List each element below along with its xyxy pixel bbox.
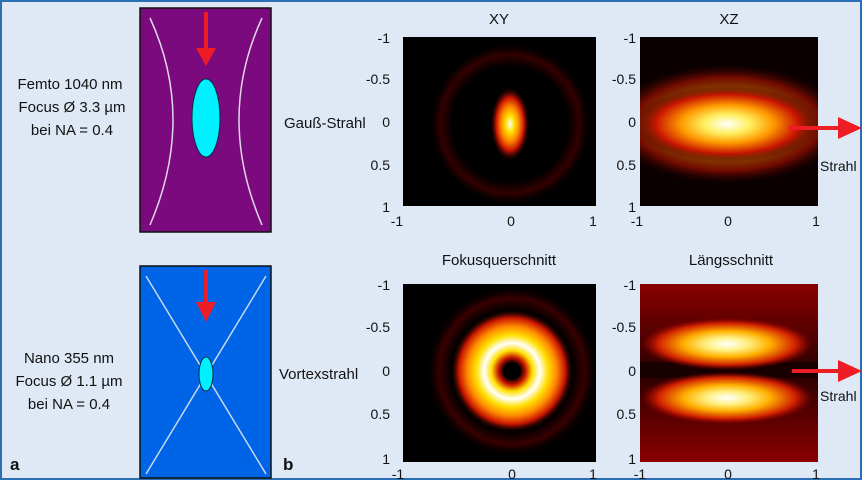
- heatmap-xz: [640, 37, 818, 206]
- heatmap-ring-donut: [450, 309, 574, 433]
- xy-x-tick-3: 1: [589, 213, 597, 229]
- xy-y-tick-2: -0.5: [366, 71, 390, 87]
- panel-label-a: a: [10, 455, 20, 474]
- gauss-beam-envelope-left: [149, 17, 174, 226]
- axis-ring-y: -1 -0.5 0 0.5 1: [366, 277, 390, 467]
- heatmap-xz-spot: [640, 86, 818, 162]
- axis-xz-x: -1 0 1: [631, 213, 820, 229]
- ring-y-tick-4: 0.5: [371, 406, 391, 422]
- title-laengsschnitt: Längsschnitt: [689, 252, 774, 269]
- heatmap-ring: [403, 284, 596, 462]
- gauss-focus-spot: [191, 78, 221, 158]
- panel-label-b: b: [283, 455, 293, 474]
- long-y-tick-5: 1: [628, 451, 636, 467]
- beam-label-vortex: Vortexstrahl: [279, 366, 358, 383]
- title-fokusquerschnitt: Fokusquerschnitt: [442, 252, 557, 269]
- xz-x-tick-1: -1: [631, 213, 644, 229]
- long-y-tick-4: 0.5: [617, 406, 637, 422]
- long-y-tick-1: -1: [624, 277, 637, 293]
- heatmap-longitudinal-lobe-upper: [641, 318, 813, 370]
- xy-y-tick-4: 0.5: [371, 157, 391, 173]
- long-x-tick-2: 0: [724, 466, 732, 480]
- heatmap-longitudinal-lobe-lower: [641, 372, 813, 424]
- xz-y-tick-1: -1: [624, 30, 637, 46]
- axis-long-y: -1 -0.5 0 0.5 1: [612, 277, 636, 467]
- axis-xy-x: -1 0 1: [391, 213, 597, 229]
- title-xz: XZ: [719, 11, 738, 28]
- xy-y-tick-5: 1: [382, 199, 390, 215]
- gauss-schematic: [139, 7, 272, 233]
- femto-line-3: bei NA = 0.4: [31, 122, 113, 139]
- nano-line-1: Nano 355 nm: [24, 350, 114, 367]
- ring-x-tick-3: 1: [589, 466, 597, 480]
- ring-y-tick-5: 1: [382, 451, 390, 467]
- long-y-tick-3: 0: [628, 363, 636, 379]
- axis-ring-x: -1 0 1: [392, 466, 597, 480]
- xz-x-tick-3: 1: [812, 213, 820, 229]
- xz-y-tick-4: 0.5: [617, 157, 637, 173]
- axis-xy-y: -1 -0.5 0 0.5 1: [366, 30, 390, 215]
- ring-y-tick-1: -1: [378, 277, 391, 293]
- xy-y-tick-1: -1: [378, 30, 391, 46]
- xy-y-tick-3: 0: [382, 114, 390, 130]
- femto-line-2: Focus Ø 3.3 µm: [18, 99, 125, 116]
- beam-label-gauss: Gauß-Strahl: [284, 115, 366, 132]
- heatmap-xy: [403, 37, 596, 206]
- xz-y-tick-2: -0.5: [612, 71, 636, 87]
- femto-line-1: Femto 1040 nm: [17, 76, 122, 93]
- title-xy: XY: [489, 11, 509, 28]
- gauss-beam-envelope-right: [238, 17, 263, 226]
- vortex-arrow-head: [196, 302, 216, 322]
- xz-x-tick-2: 0: [724, 213, 732, 229]
- beam-direction-arrow-bottom-head: [838, 360, 862, 382]
- long-x-tick-1: -1: [634, 466, 647, 480]
- beam-direction-arrow-bottom: [792, 360, 862, 382]
- xy-x-tick-2: 0: [507, 213, 515, 229]
- vortex-schematic: [139, 265, 272, 479]
- side-label-top: Strahl: [820, 158, 857, 174]
- long-x-tick-3: 1: [812, 466, 820, 480]
- xz-y-tick-5: 1: [628, 199, 636, 215]
- gauss-arrow-head: [196, 48, 216, 66]
- long-y-tick-2: -0.5: [612, 319, 636, 335]
- beam-direction-arrow-top-head: [838, 117, 862, 139]
- heatmap-longitudinal: [640, 284, 818, 462]
- xz-y-tick-3: 0: [628, 114, 636, 130]
- heatmap-xy-spot: [490, 86, 530, 162]
- axis-long-x: -1 0 1: [634, 466, 820, 480]
- ring-y-tick-2: -0.5: [366, 319, 390, 335]
- side-label-bottom: Strahl: [820, 388, 857, 404]
- xy-x-tick-1: -1: [391, 213, 404, 229]
- nano-line-2: Focus Ø 1.1 µm: [15, 373, 122, 390]
- vortex-focus-spot: [198, 356, 214, 392]
- ring-y-tick-3: 0: [382, 363, 390, 379]
- nano-line-3: bei NA = 0.4: [28, 396, 110, 413]
- ring-x-tick-2: 0: [508, 466, 516, 480]
- beam-direction-arrow-top: [788, 117, 862, 139]
- ring-x-tick-1: -1: [392, 466, 405, 480]
- axis-xz-y: -1 -0.5 0 0.5 1: [612, 30, 636, 215]
